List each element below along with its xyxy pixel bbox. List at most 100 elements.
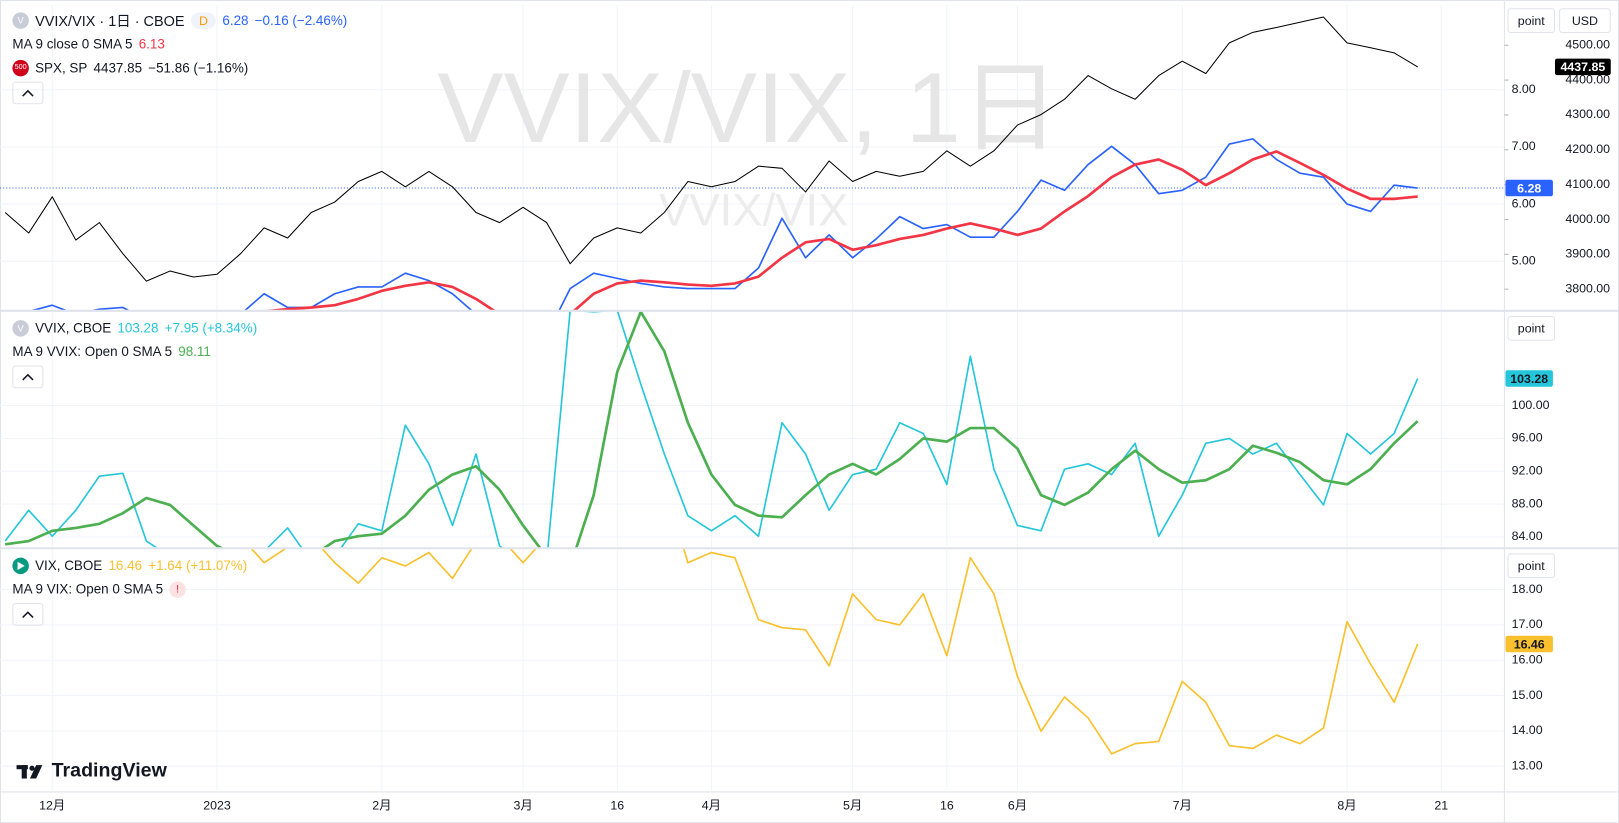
indicator-value: 6.13	[138, 36, 165, 52]
symbol-icon: V	[12, 11, 29, 29]
price-badge	[1505, 370, 1553, 387]
chevron	[22, 373, 34, 381]
symbol-name: VVIX/VIX · 1日 · CBOE	[35, 11, 185, 29]
indicator-error[interactable]: !	[169, 580, 186, 598]
x-tick-label: 7月	[1173, 799, 1192, 813]
pane	[0, 549, 1504, 791]
logo-text: TradingView	[51, 759, 167, 782]
indicator-value: 98.11	[178, 343, 211, 360]
change: +7.95 (+8.34%)	[164, 320, 258, 336]
y-tick-label: 92.00	[1512, 463, 1543, 477]
collapse-button[interactable]	[12, 365, 44, 389]
x-tick-label: 21	[1434, 799, 1448, 813]
legend: V VVIX/VIX · 1日 · CBOE D 6.28 −0.16 (−2.…	[12, 8, 347, 105]
y2-tick-label: 4100.00	[1565, 177, 1610, 191]
price-badge-label: 103.28	[1510, 372, 1548, 386]
scale-button[interactable]: point	[1507, 8, 1555, 34]
x-tick-label: 16	[610, 799, 624, 813]
legend: V VVIX, CBOE 103.28 +7.95 (+8.34%) MA 9 …	[12, 316, 257, 389]
indicator-name: MA 9 VVIX: Open 0 SMA 5	[12, 343, 173, 360]
change: +1.64 (+11.07%)	[148, 557, 248, 574]
logo-mark	[16, 765, 43, 779]
watermark-sub: VVIX/VIX	[659, 185, 848, 236]
y-tick-label: 16.00	[1512, 652, 1543, 666]
logo: TradingView	[16, 759, 167, 783]
x-tick-label: 8月	[1337, 799, 1356, 813]
series-line	[4, 311, 1419, 548]
y2-tick-label: 4400.00	[1565, 72, 1610, 86]
pane: VVIX/VIX, 1日 VVIX/VIX	[0, 5, 1504, 310]
price-badge	[1505, 179, 1553, 197]
symbol-name: VIX, CBOE	[35, 557, 103, 574]
x-tick-label: 12月	[39, 799, 65, 813]
scale-button[interactable]: point	[1507, 553, 1555, 579]
symbol-icon	[12, 557, 29, 574]
y2-tick-label: 4500.00	[1565, 38, 1610, 52]
x-tick-label: 5月	[843, 799, 862, 813]
y-tick-label: 84.00	[1512, 529, 1543, 543]
symbol-name: VVIX, CBOE	[35, 320, 112, 336]
series-line	[32, 138, 1418, 310]
x-tick-label: 6月	[1008, 799, 1027, 813]
y-tick-label: 8.00	[1512, 82, 1536, 96]
legend-row: MA 9 VIX: Open 0 SMA 5 !	[12, 577, 247, 601]
price-badge-label: 4437.85	[1561, 60, 1606, 74]
y2-tick-label: 4000.00	[1565, 212, 1610, 226]
series-line	[4, 16, 1418, 282]
price-badge	[1505, 635, 1553, 653]
y-tick-label: 14.00	[1512, 723, 1543, 737]
x-tick-label: 2023	[203, 799, 231, 813]
series-line	[268, 150, 1418, 310]
y-tick-label: 100.00	[1512, 398, 1550, 412]
last-value: 16.46	[108, 557, 143, 574]
chevron	[22, 89, 34, 97]
currency-button[interactable]: USD	[1559, 8, 1611, 34]
y-tick-label: 96.00	[1512, 431, 1543, 445]
pane	[0, 311, 1504, 548]
y2-tick-label: 3800.00	[1565, 281, 1610, 295]
legend-row: MA 9 close 0 SMA 5 6.13	[12, 32, 347, 56]
y-tick-label: 88.00	[1512, 496, 1543, 510]
y2-tick-label: 3900.00	[1565, 247, 1610, 261]
interval: D	[190, 11, 217, 29]
chevron	[22, 611, 34, 619]
y2-tick-label: 4200.00	[1565, 142, 1610, 156]
price-badge	[1554, 58, 1611, 76]
y-tick-label: 15.00	[1512, 688, 1543, 702]
symbol-name: SPX, SP	[35, 59, 88, 76]
x-tick-label: 2月	[372, 799, 391, 813]
legend-row: MA 9 VVIX: Open 0 SMA 5 98.11	[12, 340, 257, 364]
x-tick-label: 16	[940, 799, 954, 813]
indicator-name: MA 9 VIX: Open 0 SMA 5	[12, 581, 164, 597]
change: −0.16 (−2.46%)	[254, 12, 348, 28]
y2-tick-label: 4300.00	[1565, 107, 1610, 121]
y-tick-label: 17.00	[1512, 617, 1543, 631]
symbol-icon: 500	[12, 59, 29, 76]
y-tick-label: 5.00	[1512, 253, 1536, 267]
collapse-button[interactable]	[12, 81, 44, 105]
last-value: 6.28	[222, 12, 249, 28]
watermark: VVIX/VIX, 1日	[437, 53, 1059, 164]
legend-row: V VVIX/VIX · 1日 · CBOE D 6.28 −0.16 (−2.…	[12, 8, 347, 32]
last-value: 4437.85	[93, 59, 143, 76]
legend-row: 500 SPX, SP 4437.85 −51.86 (−1.16%)	[12, 56, 347, 80]
series-line	[4, 311, 1419, 548]
legend-row: VIX, CBOE 16.46 +1.64 (+11.07%)	[12, 553, 247, 577]
x-tick-label: 3月	[513, 799, 532, 813]
symbol-icon: V	[12, 319, 29, 337]
collapse-button[interactable]	[12, 602, 44, 626]
y-tick-label: 18.00	[1512, 582, 1543, 596]
last-value: 103.28	[117, 320, 159, 336]
price-badge-label: 6.28	[1517, 181, 1541, 195]
price-badge-label: 16.46	[1514, 637, 1545, 651]
y-tick-label: 6.00	[1512, 196, 1536, 210]
legend: VIX, CBOE 16.46 +1.64 (+11.07%) MA 9 VIX…	[12, 553, 247, 626]
legend-row: V VVIX, CBOE 103.28 +7.95 (+8.34%)	[12, 316, 257, 340]
series-line	[250, 549, 1419, 755]
scale-button[interactable]: point	[1507, 315, 1555, 341]
indicator-name: MA 9 close 0 SMA 5	[12, 36, 133, 52]
change: −51.86 (−1.16%)	[148, 59, 249, 76]
